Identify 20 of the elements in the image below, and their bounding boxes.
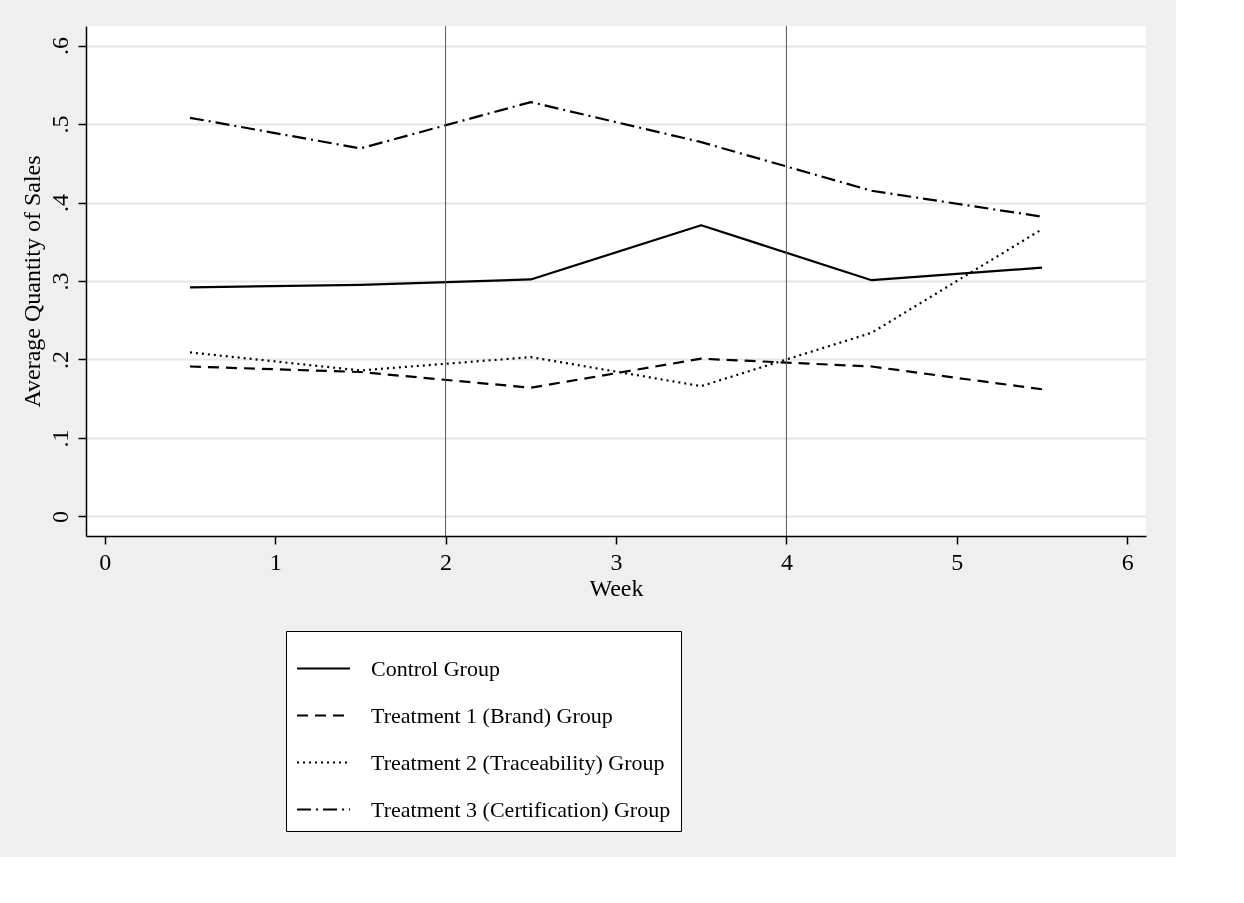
y-tick-label: .5 [46, 115, 73, 134]
x-tick-label: 4 [780, 548, 793, 575]
x-axis-title: Week [589, 574, 644, 601]
legend-label: Treatment 2 (Traceability) Group [371, 749, 665, 775]
y-tick-label: .3 [46, 272, 73, 291]
x-tick-label: 5 [951, 548, 964, 575]
y-tick-label: .6 [46, 37, 73, 56]
x-tick-label: 6 [1121, 548, 1134, 575]
legend-label: Control Group [371, 655, 500, 681]
x-tick-label: 1 [269, 548, 282, 575]
y-axis-title: Average Quantity of Sales [18, 155, 45, 408]
y-tick-label: .1 [46, 429, 73, 448]
legend-label: Treatment 1 (Brand) Group [371, 702, 613, 728]
x-tick-label: 0 [99, 548, 112, 575]
x-tick-label: 2 [440, 548, 453, 575]
legend-label: Treatment 3 (Certification) Group [371, 796, 671, 822]
y-tick-label: .4 [46, 194, 73, 213]
x-tick-label: 3 [610, 548, 623, 575]
y-tick-label: .2 [46, 350, 73, 369]
y-tick-label: 0 [46, 510, 73, 523]
